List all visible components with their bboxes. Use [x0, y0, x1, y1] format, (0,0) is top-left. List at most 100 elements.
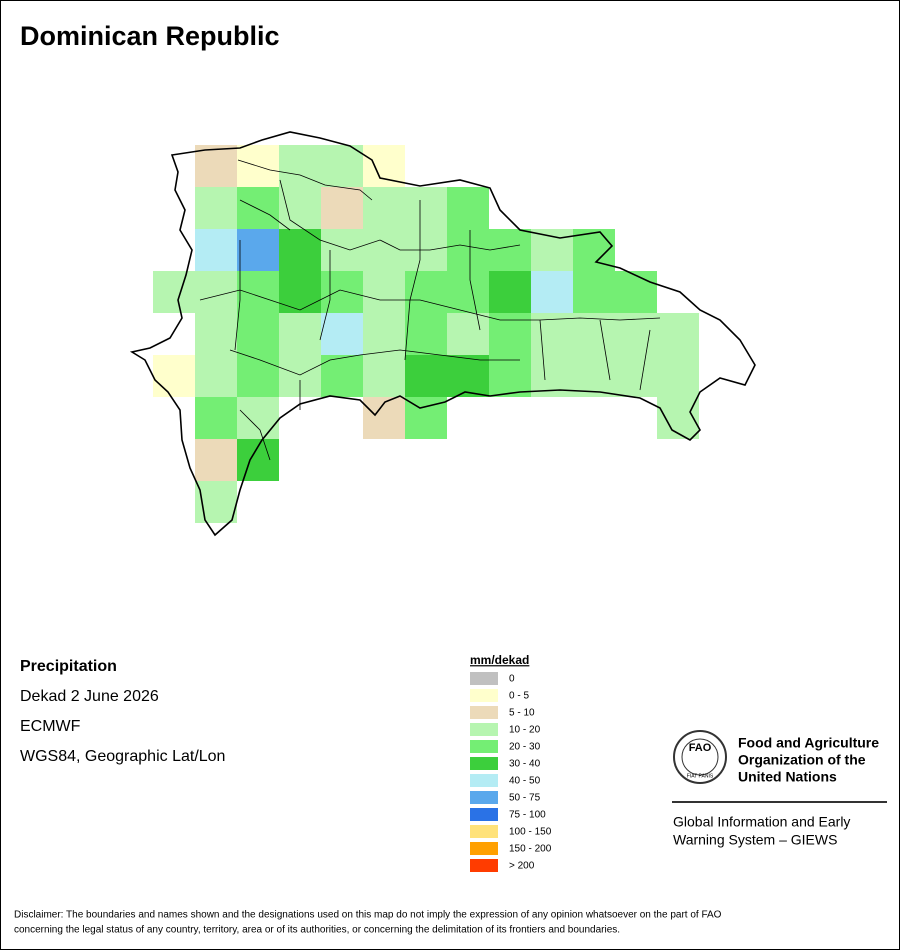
map-cell [405, 271, 447, 313]
map-cell [195, 439, 237, 481]
legend-swatch [470, 842, 498, 855]
map-cell [321, 187, 363, 229]
map-cell [195, 355, 237, 397]
legend-label: 150 - 200 [509, 844, 552, 855]
map-cell [447, 355, 489, 397]
legend-label: 0 [509, 674, 515, 685]
map-cell [279, 145, 321, 187]
map-cell [573, 355, 615, 397]
variable-label: Precipitation [20, 658, 117, 675]
province-borders [199, 159, 661, 461]
map-cell [321, 145, 363, 187]
legend-swatch [470, 723, 498, 736]
map-cell [195, 187, 237, 229]
legend-swatch [470, 757, 498, 770]
legend-swatch [470, 825, 498, 838]
legend-label: 100 - 150 [509, 827, 552, 838]
legend-label: 30 - 40 [509, 759, 541, 770]
source-label: ECMWF [20, 718, 81, 735]
map-cell [195, 313, 237, 355]
legend-swatch [470, 740, 498, 753]
map-cell [321, 229, 363, 271]
map-cell [195, 229, 237, 271]
legend-swatch [470, 689, 498, 702]
map-cell [237, 271, 279, 313]
legend-label: 50 - 75 [509, 793, 541, 804]
map-cell [363, 355, 405, 397]
org-line: Organization of the [738, 752, 866, 768]
map-cell [363, 187, 405, 229]
system-line: Global Information and Early [673, 814, 850, 830]
map-cell [363, 229, 405, 271]
org-line: United Nations [738, 769, 837, 785]
map-cell [405, 187, 447, 229]
map-cell [447, 271, 489, 313]
map-cell [657, 313, 699, 355]
disclaimer-line: Disclaimer: The boundaries and names sho… [14, 910, 722, 921]
map-cell [237, 229, 279, 271]
legend-swatch [470, 672, 498, 685]
map-title: Dominican Republic [20, 21, 280, 51]
map-cell [363, 313, 405, 355]
map-cell [405, 313, 447, 355]
map-cell [237, 355, 279, 397]
map-cell [489, 229, 531, 271]
map-cell [153, 271, 195, 313]
map-cell [153, 355, 195, 397]
legend-label: 5 - 10 [509, 708, 535, 719]
map-cell [279, 271, 321, 313]
map-cell [321, 313, 363, 355]
map-cell [237, 313, 279, 355]
legend-label: 40 - 50 [509, 776, 541, 787]
projection-label: WGS84, Geographic Lat/Lon [20, 748, 225, 765]
map-cell [531, 229, 573, 271]
org-line: Food and Agriculture [738, 735, 879, 751]
system-line: Warning System – GIEWS [673, 832, 837, 848]
disclaimer-line: concerning the legal status of any count… [14, 925, 620, 936]
legend-label: > 200 [509, 861, 535, 872]
map-cell [447, 229, 489, 271]
country-border [129, 131, 756, 537]
logo-motto: FIAT PANIS [687, 773, 714, 779]
legend: 0 0 - 5 5 - 10 10 - 20 20 - 30 30 - 40 40 - 50… [470, 672, 552, 872]
map-cell [363, 271, 405, 313]
map-cell [279, 229, 321, 271]
map-cell [321, 271, 363, 313]
map-cell [447, 187, 489, 229]
map-cell [195, 145, 237, 187]
map-cell [657, 355, 699, 397]
legend-swatch [470, 808, 498, 821]
map-cell [279, 313, 321, 355]
logo-inner [681, 738, 719, 776]
logo-ring [673, 730, 727, 784]
map-cell [489, 313, 531, 355]
map-cell [489, 271, 531, 313]
legend-swatch [470, 859, 498, 872]
logo-acronym: FAO [689, 742, 712, 754]
map-cell [615, 271, 657, 313]
map-cell [237, 187, 279, 229]
map-cell [531, 271, 573, 313]
map-cell [195, 271, 237, 313]
legend-label: 20 - 30 [509, 742, 541, 753]
legend-label: 75 - 100 [509, 810, 546, 821]
map-cell [321, 355, 363, 397]
period-label: Dekad 2 June 2026 [20, 688, 159, 705]
legend-title: mm/dekad [470, 653, 529, 667]
map-cell [405, 355, 447, 397]
map-cell [615, 355, 657, 397]
legend-swatch [470, 706, 498, 719]
map-cell [489, 355, 531, 397]
map-cell [237, 397, 279, 439]
precipitation-grid [153, 145, 699, 523]
legend-swatch [470, 774, 498, 787]
legend-label: 0 - 5 [509, 691, 529, 702]
map-cell [573, 271, 615, 313]
map-cell [279, 187, 321, 229]
fao-logo: FAO FIAT PANIS Food and Agriculture Orga… [672, 730, 887, 848]
map-cell [363, 145, 405, 187]
map-cell [447, 313, 489, 355]
map-cell [195, 397, 237, 439]
